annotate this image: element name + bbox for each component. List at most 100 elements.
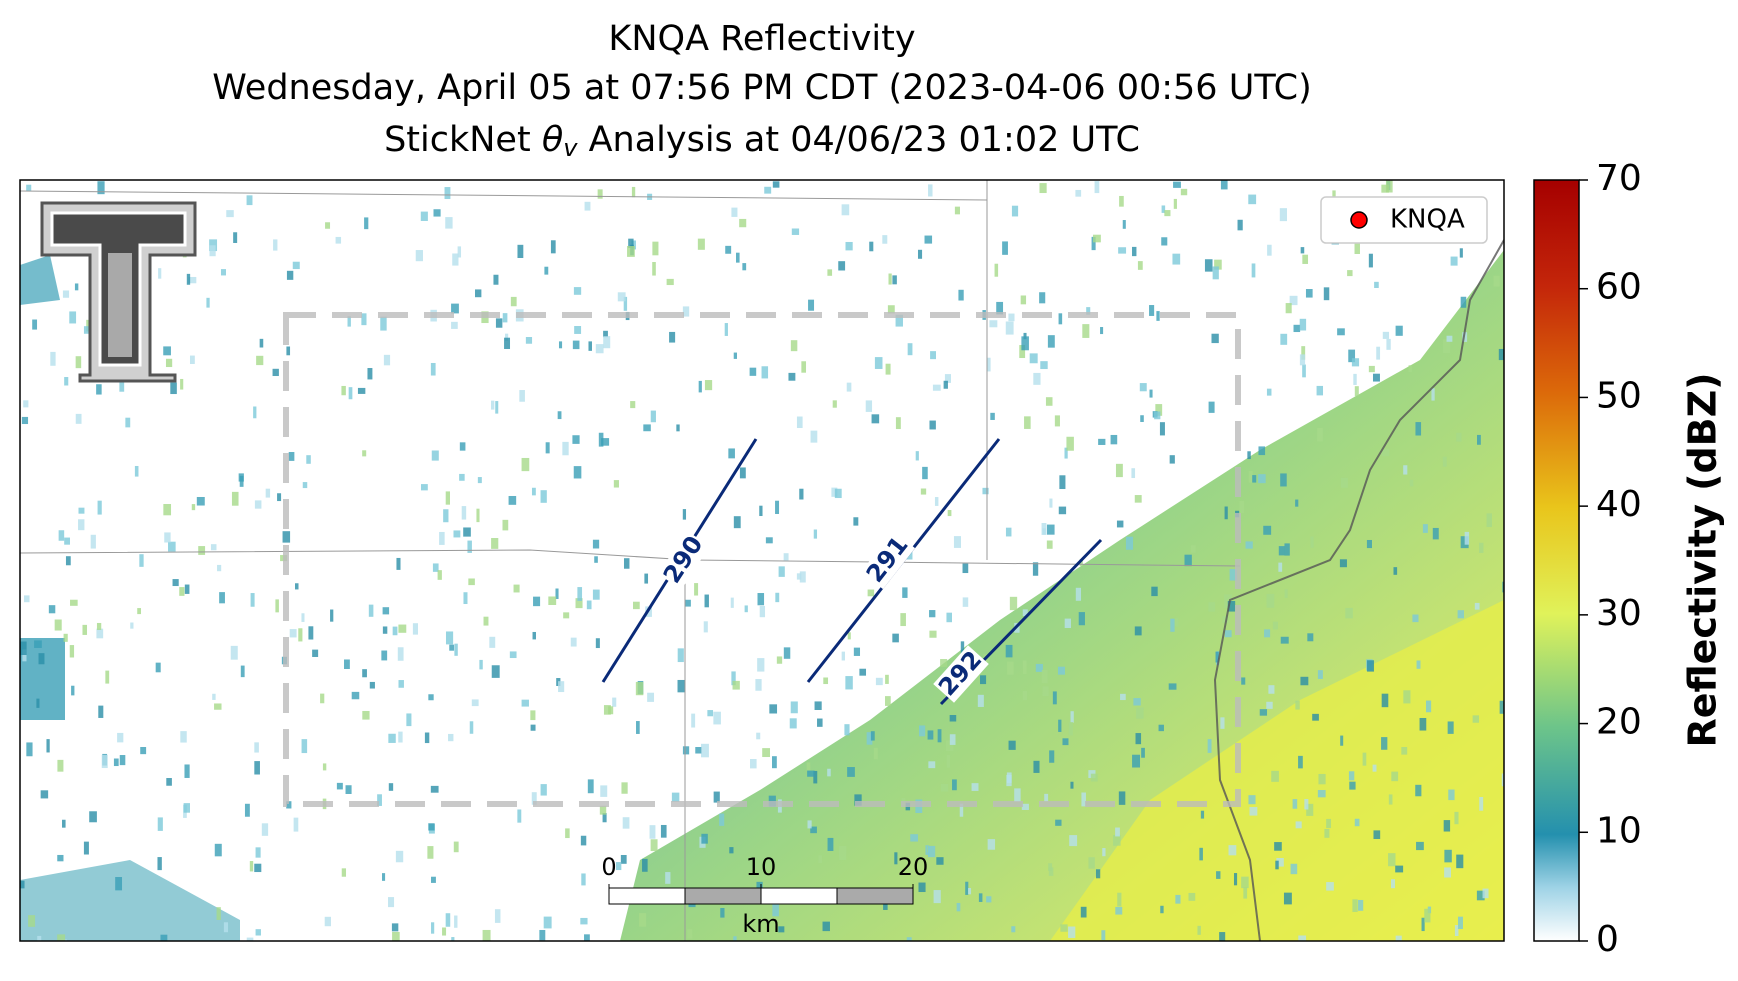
speckle xyxy=(1049,750,1055,763)
speckle xyxy=(1374,281,1379,288)
speckle xyxy=(83,326,89,334)
speckle xyxy=(612,697,617,707)
highway xyxy=(1213,239,1504,941)
speckle xyxy=(1199,847,1203,861)
speckle xyxy=(1208,602,1216,612)
speckle xyxy=(875,677,883,686)
speckle xyxy=(1391,771,1399,782)
speckle xyxy=(335,236,342,244)
speckle xyxy=(101,754,108,769)
speckle xyxy=(677,648,684,663)
speckle xyxy=(1220,180,1228,190)
speckle xyxy=(69,311,77,324)
speckle xyxy=(250,593,255,607)
reflectivity-echo xyxy=(20,860,240,941)
speckle xyxy=(1272,621,1278,630)
speckle xyxy=(1450,256,1458,266)
speckle xyxy=(796,416,803,429)
speckle xyxy=(940,659,948,667)
speckle xyxy=(157,817,163,831)
speckle xyxy=(1154,411,1161,420)
speckle xyxy=(959,803,964,817)
speckle xyxy=(1134,626,1142,636)
speckle xyxy=(1424,908,1431,923)
speckle xyxy=(540,490,547,503)
speckle xyxy=(1216,871,1221,879)
speckle xyxy=(724,323,728,336)
speckle xyxy=(814,701,822,710)
speckle xyxy=(1035,663,1043,672)
speckle xyxy=(166,778,172,786)
speckle xyxy=(894,852,898,865)
speckle xyxy=(1381,448,1390,457)
speckle xyxy=(57,854,64,862)
speckle xyxy=(1326,882,1334,891)
speckle xyxy=(1266,593,1275,608)
speckle xyxy=(1318,773,1326,785)
speckle xyxy=(209,239,218,252)
speckle xyxy=(479,659,483,670)
speckle xyxy=(240,665,245,678)
speckle xyxy=(272,368,279,377)
colorbar-tick-label: 20 xyxy=(1596,702,1642,743)
speckle xyxy=(1219,932,1226,941)
speckle xyxy=(869,241,874,252)
speckle xyxy=(778,926,785,933)
speckle xyxy=(592,589,600,600)
speckle xyxy=(1271,770,1279,782)
speckle xyxy=(949,734,956,745)
speckle xyxy=(457,246,462,258)
speckle xyxy=(643,424,651,432)
speckle xyxy=(502,313,508,323)
speckle xyxy=(1464,531,1470,545)
speckle xyxy=(1358,899,1364,911)
speckle xyxy=(1066,436,1074,451)
speckle xyxy=(1409,479,1414,487)
speckle xyxy=(631,186,636,198)
speckle xyxy=(233,232,238,243)
speckle xyxy=(750,759,757,769)
speckle xyxy=(1094,181,1100,194)
speckle xyxy=(936,857,944,865)
speckle xyxy=(38,653,45,665)
speckle xyxy=(1415,784,1422,797)
speckle xyxy=(46,739,50,753)
speckle xyxy=(1348,771,1355,781)
speckle xyxy=(1290,863,1298,875)
speckle xyxy=(165,358,173,368)
speckle xyxy=(380,316,387,331)
speckle xyxy=(1139,383,1147,392)
speckle xyxy=(275,599,279,613)
speckle xyxy=(1008,740,1016,750)
speckle xyxy=(62,819,66,828)
speckle xyxy=(885,363,891,375)
speckle xyxy=(1263,525,1272,535)
speckle xyxy=(1459,248,1463,258)
speckle xyxy=(801,361,807,373)
speckle xyxy=(117,732,124,743)
speckle xyxy=(1442,456,1447,467)
speckle xyxy=(163,504,172,516)
speckle xyxy=(391,923,399,932)
speckle xyxy=(1422,524,1428,533)
speckle xyxy=(1307,633,1314,642)
speckle xyxy=(895,417,901,430)
subtitle: Wednesday, April 05 at 07:56 PM CDT (202… xyxy=(212,68,1312,108)
speckle xyxy=(341,868,347,877)
speckle xyxy=(691,713,696,728)
map-frame xyxy=(19,179,1505,942)
speckle xyxy=(223,922,229,933)
speckle xyxy=(344,659,350,669)
speckle xyxy=(1280,473,1287,487)
speckle xyxy=(1021,803,1029,810)
speckle xyxy=(392,931,400,941)
speckle xyxy=(587,779,594,794)
speckle xyxy=(78,519,85,531)
speckle xyxy=(1005,527,1012,537)
colorbar-tick-label: 10 xyxy=(1596,810,1642,851)
speckle xyxy=(996,301,1004,315)
speckle xyxy=(698,380,702,393)
speckle xyxy=(1284,589,1288,598)
speckle xyxy=(1293,324,1301,333)
speckle xyxy=(892,275,897,285)
